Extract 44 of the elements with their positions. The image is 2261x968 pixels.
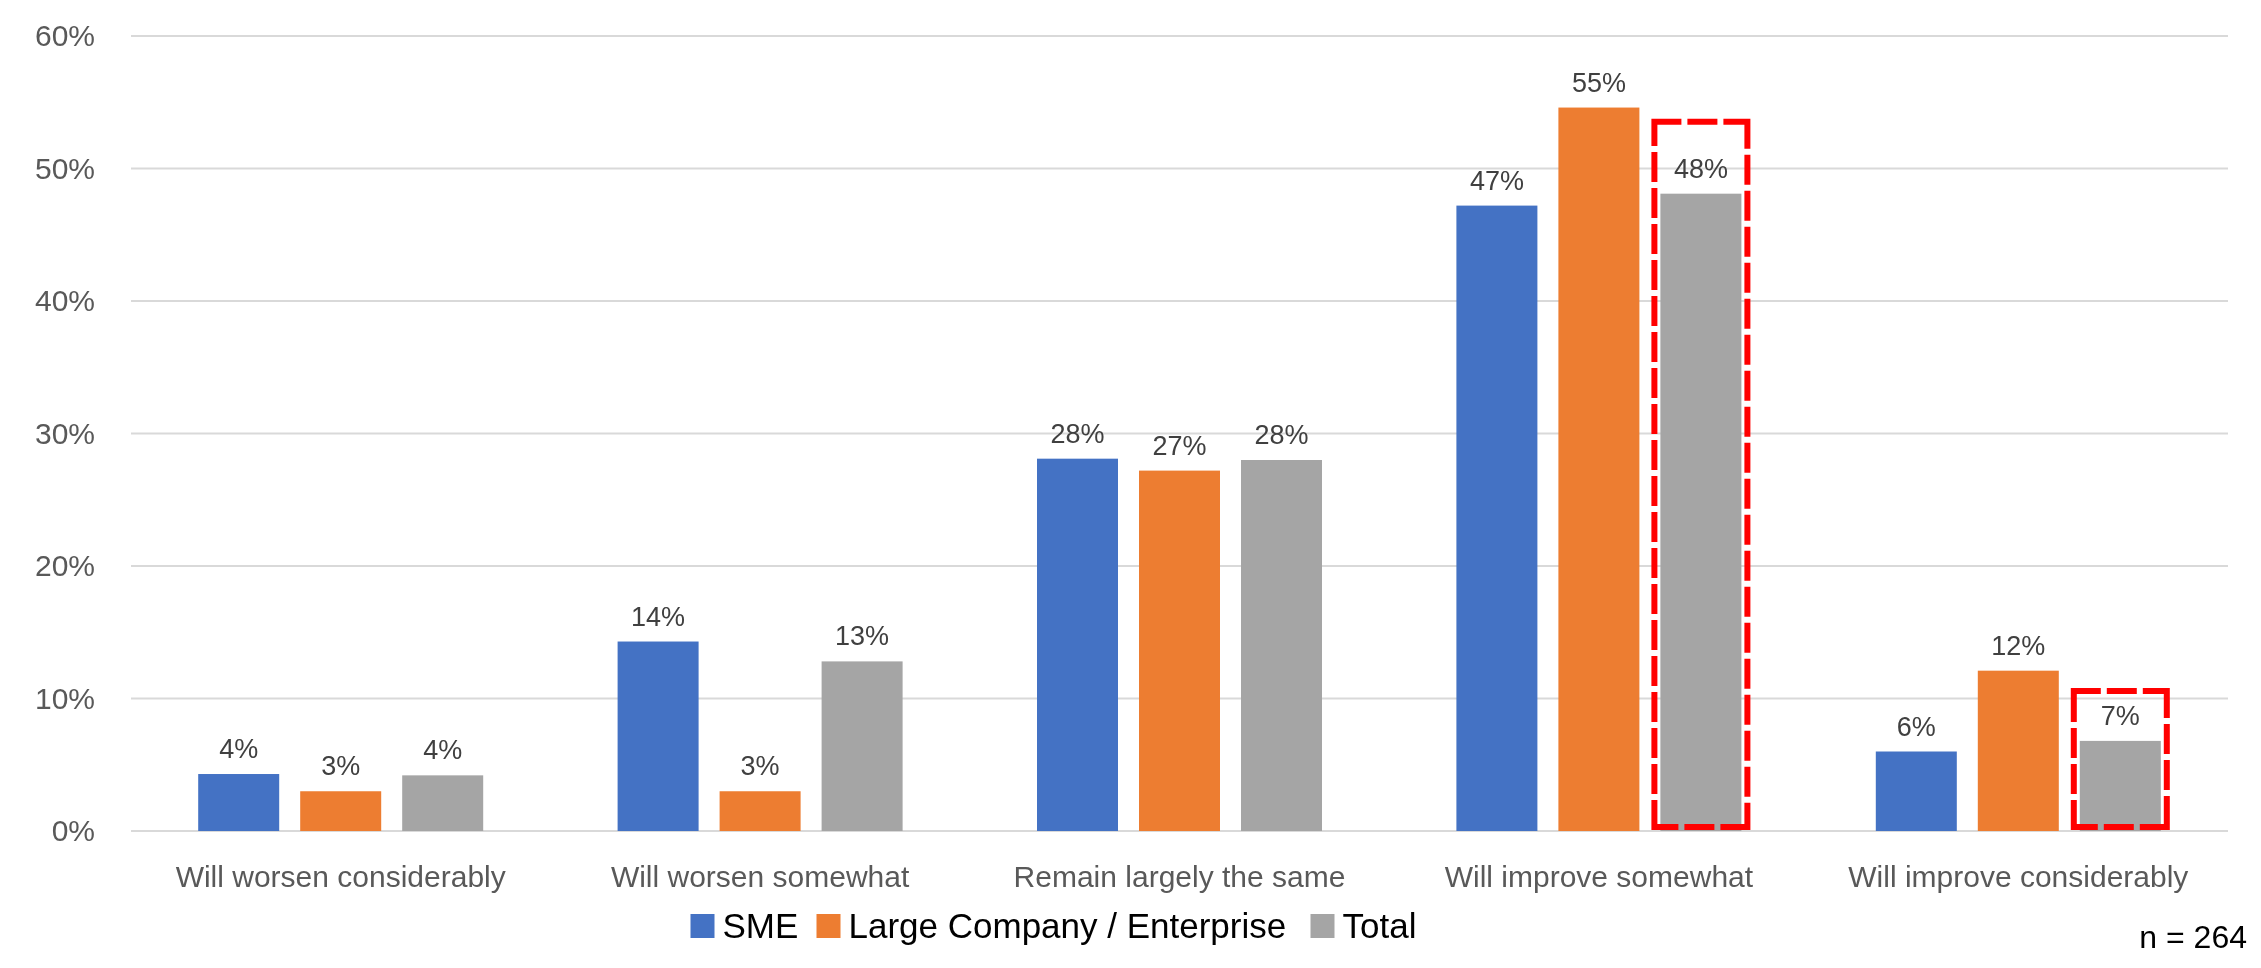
bar — [719, 791, 801, 831]
x-tick-label: Remain largely the same — [1013, 860, 1346, 893]
bar — [1875, 751, 1957, 831]
legend-label: SME — [722, 906, 799, 945]
bar — [617, 641, 699, 831]
bar — [1456, 205, 1538, 831]
data-label: 6% — [1896, 711, 1936, 742]
y-tick-label: 10% — [34, 681, 95, 715]
data-label: 47% — [1469, 165, 1524, 196]
bar — [198, 774, 280, 831]
y-tick-label: 20% — [34, 549, 95, 582]
bar — [1037, 458, 1118, 831]
data-label: 4% — [423, 735, 463, 766]
y-tick-label: 60% — [34, 19, 95, 52]
bar — [1558, 107, 1640, 831]
legend-label: Total — [1342, 906, 1417, 945]
data-label: 28% — [1050, 418, 1105, 449]
data-label: 3% — [740, 751, 780, 782]
x-tick-label: Will worsen somewhat — [610, 860, 910, 893]
y-tick-label: 30% — [34, 416, 95, 450]
data-label: 3% — [321, 751, 361, 782]
x-tick-label: Will improve somewhat — [1444, 860, 1754, 893]
x-tick-label: Will improve considerably — [1848, 860, 2189, 893]
data-label: 13% — [835, 621, 890, 652]
bar — [1977, 670, 2059, 831]
data-label: 7% — [2100, 700, 2140, 731]
text: n = 264 — [2139, 919, 2247, 955]
bar — [1241, 460, 1322, 831]
y-tick-label: 50% — [34, 151, 95, 185]
y-tick-label: 40% — [34, 284, 95, 317]
bar — [1139, 470, 1220, 831]
data-label: 55% — [1571, 67, 1626, 98]
bar — [402, 775, 484, 831]
bar — [821, 661, 903, 831]
data-label: 12% — [1991, 630, 2046, 661]
data-label: 27% — [1152, 430, 1207, 461]
bar — [300, 791, 382, 831]
data-label: 48% — [1673, 153, 1728, 184]
data-label: 28% — [1254, 420, 1309, 450]
data-label: 4% — [219, 734, 259, 765]
x-tick-label: Will worsen considerably — [175, 860, 506, 893]
y-tick-label: 0% — [51, 814, 95, 847]
legend-label: Large Company / Enterprise — [848, 906, 1287, 945]
data-label: 14% — [631, 601, 686, 632]
